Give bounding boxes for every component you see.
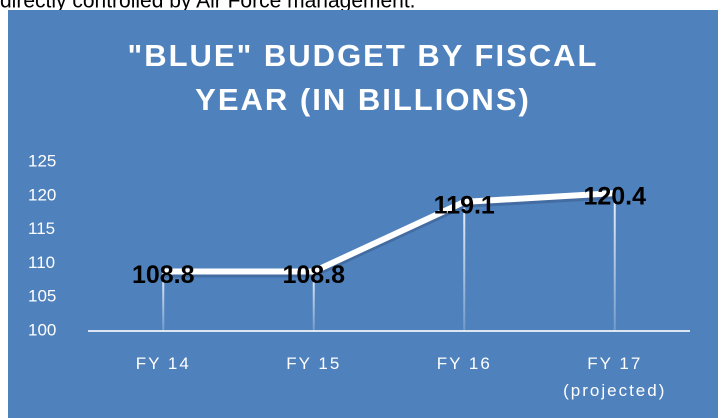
y-tick-label: 105 [28,287,56,306]
x-tick-line: FY 15 [286,354,341,373]
intro-text: directly controlled by Air Force managem… [0,0,416,13]
x-tick-line: FY 16 [437,354,492,373]
y-tick-label: 115 [28,219,55,238]
x-tick-line: FY 17 [587,354,642,373]
drop-line [162,271,165,331]
title-line: YEAR (IN BILLIONS) [195,82,531,117]
y-tick-label: 110 [28,253,55,272]
x-tick-label: FY 15 [286,354,341,373]
x-tick-label: FY 16 [437,354,492,373]
data-label: 120.4 [583,183,646,211]
line [163,190,615,275]
x-tick-line: (projected) [563,381,666,400]
drop-line [463,201,466,331]
data-label: 108.8 [282,261,345,289]
x-tick-line: FY 14 [136,354,191,373]
x-tick-label: FY 17 (projected) [563,354,666,400]
y-tick-label: 120 [28,185,56,204]
x-tick-label: FY 14 [136,354,191,373]
y-tick-label: 125 [28,151,56,170]
data-label: 119.1 [434,191,495,219]
chart-title: "BLUE" BUDGET BY FISCAL YEAR (IN BILLIONS… [128,38,599,117]
data-label: 108.8 [132,261,195,289]
chart-area [8,10,718,418]
y-tick-label: 100 [28,320,56,339]
title-line: "BLUE" BUDGET BY FISCAL [128,38,599,73]
drop-line [613,193,616,331]
drop-line [312,271,315,331]
